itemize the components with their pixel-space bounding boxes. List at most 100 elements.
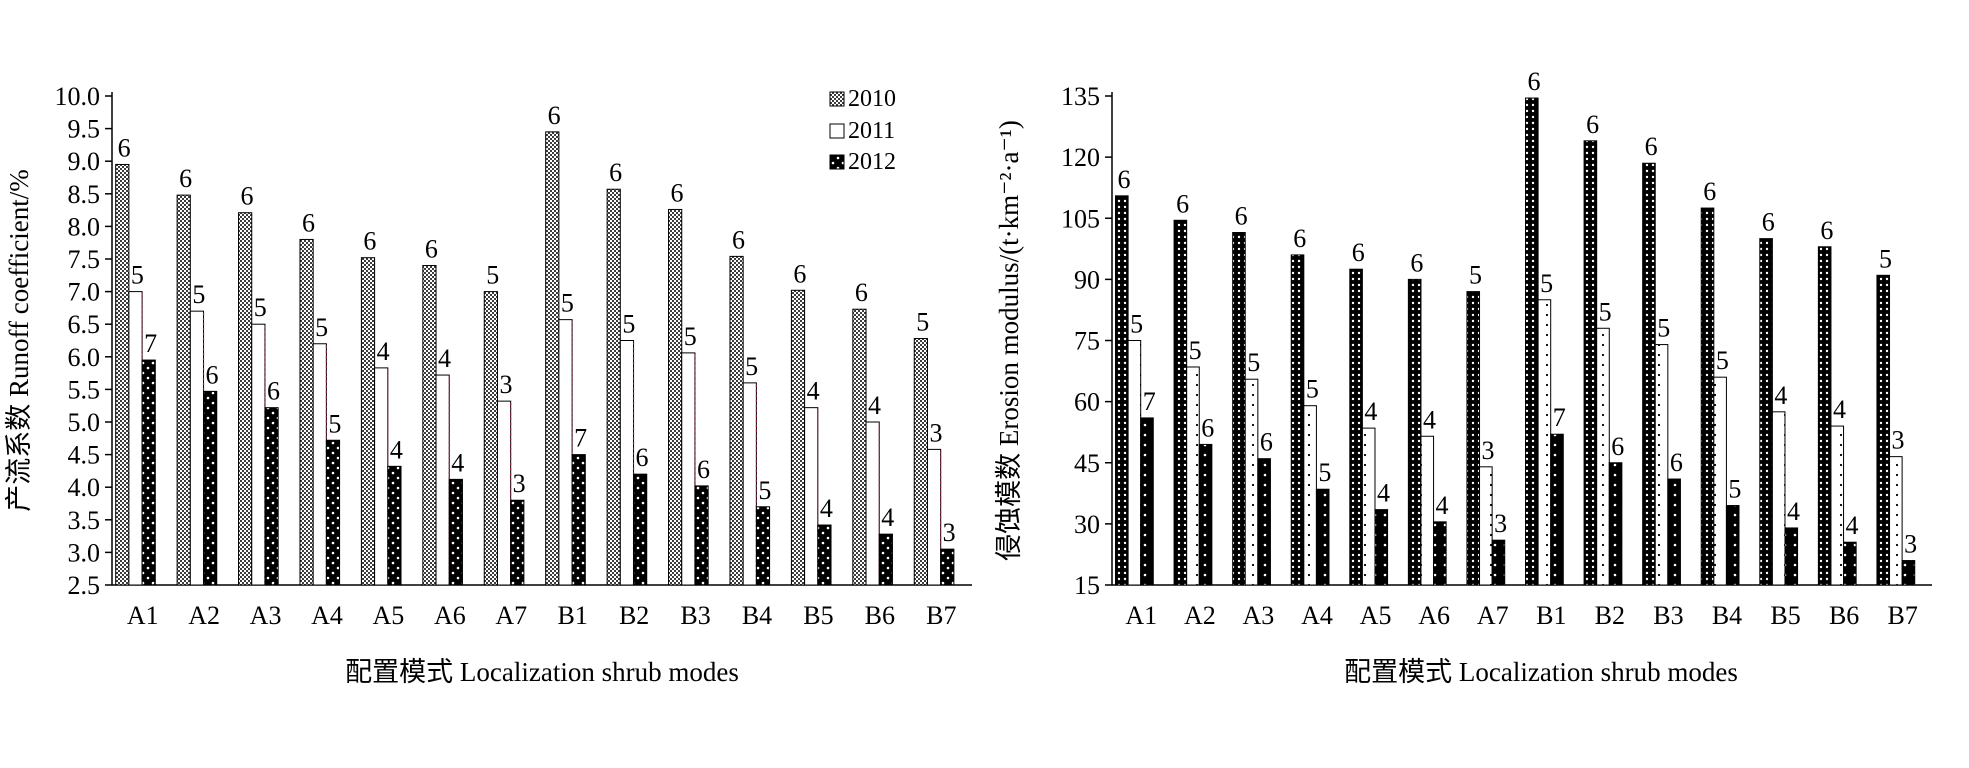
runoff-bar-2010-A3 xyxy=(238,212,253,586)
erosion-data-label: 6 xyxy=(1586,110,1599,139)
runoff-bar-2011-A7 xyxy=(496,400,512,586)
runoff-y-tick-label: 4.5 xyxy=(68,441,101,470)
erosion-data-label: 4 xyxy=(1377,479,1390,508)
runoff-data-label: 6 xyxy=(855,278,868,307)
runoff-data-label: 4 xyxy=(868,391,881,420)
runoff-data-label: 5 xyxy=(622,310,635,339)
erosion-bar-2011-B1 xyxy=(1537,299,1552,586)
erosion-data-label: 6 xyxy=(1645,132,1658,161)
runoff-bar-2012-B2 xyxy=(633,473,648,586)
erosion-bar-2012-A3 xyxy=(1257,458,1271,586)
runoff-bar-2012-A4 xyxy=(325,439,341,586)
runoff-y-tick-label: 5.5 xyxy=(68,375,101,404)
legend-label-2012: 2012 xyxy=(848,149,896,175)
erosion-x-tick-label: A6 xyxy=(1418,601,1450,630)
erosion-bar-2012-A2 xyxy=(1198,443,1213,586)
erosion-data-label: 5 xyxy=(1318,458,1331,487)
runoff-y-tick-label: 5.0 xyxy=(68,408,101,437)
erosion-bar-2010-A1 xyxy=(1115,195,1129,586)
erosion-bar-2010-B3 xyxy=(1642,162,1656,586)
erosion-x-tick-label: B3 xyxy=(1653,601,1683,630)
runoff-bar-2010-B4 xyxy=(729,255,744,586)
erosion-y-tick-label: 15 xyxy=(1074,571,1100,600)
erosion-y-tick-label: 105 xyxy=(1061,204,1100,233)
erosion-y-tick-label: 120 xyxy=(1061,143,1100,172)
erosion-bar-2011-A7 xyxy=(1479,466,1493,586)
erosion-data-label: 5 xyxy=(1247,348,1260,377)
erosion-data-label: 4 xyxy=(1787,497,1800,526)
runoff-bar-2010-B7 xyxy=(913,338,928,586)
erosion-x-tick-label: B4 xyxy=(1712,601,1742,630)
runoff-x-tick-label: A1 xyxy=(127,601,159,630)
erosion-data-label: 3 xyxy=(1904,530,1917,559)
erosion-modulus-chart: 153045607590105120135A1657A2656A3656A465… xyxy=(994,67,1932,687)
runoff-data-label: 4 xyxy=(451,448,464,477)
runoff-data-label: 4 xyxy=(807,377,820,406)
erosion-bar-2012-A7 xyxy=(1491,539,1506,586)
erosion-x-tick-label: B7 xyxy=(1888,601,1918,630)
runoff-y-tick-label: 6.0 xyxy=(68,343,101,372)
runoff-bar-2011-B1 xyxy=(558,319,573,586)
runoff-data-label: 5 xyxy=(192,280,205,309)
runoff-data-label: 5 xyxy=(254,293,267,322)
runoff-bar-2010-A4 xyxy=(299,238,314,586)
erosion-bar-2012-B6 xyxy=(1843,541,1857,586)
runoff-data-label: 7 xyxy=(574,424,587,453)
runoff-x-tick-label: A3 xyxy=(250,601,282,630)
runoff-y-tick-label: 3.0 xyxy=(68,538,101,567)
erosion-y-axis-title: 侵蚀模数 Erosion modulus/(t·km⁻²·a⁻¹) xyxy=(994,120,1024,561)
runoff-bar-2012-B1 xyxy=(571,454,586,586)
runoff-data-label: 5 xyxy=(131,261,144,290)
runoff-bar-2011-B3 xyxy=(681,352,696,586)
runoff-data-label: 6 xyxy=(793,259,806,288)
erosion-bar-2010-B1 xyxy=(1525,97,1539,586)
erosion-x-tick-label: B1 xyxy=(1536,601,1566,630)
runoff-bar-2012-B5 xyxy=(817,524,832,586)
erosion-bar-2011-B5 xyxy=(1771,411,1786,586)
runoff-y-tick-label: 9.0 xyxy=(68,147,101,176)
runoff-bar-2011-A5 xyxy=(374,367,389,586)
erosion-bar-2010-B2 xyxy=(1583,140,1598,586)
legend-label-2010: 2010 xyxy=(848,86,896,112)
erosion-x-tick-label: A2 xyxy=(1184,601,1216,630)
erosion-bar-2012-B2 xyxy=(1608,462,1623,586)
runoff-data-label: 6 xyxy=(241,182,254,211)
runoff-bar-2010-B5 xyxy=(790,289,806,586)
erosion-data-label: 6 xyxy=(1528,67,1541,96)
erosion-data-label: 5 xyxy=(1469,261,1482,290)
erosion-y-tick-label: 45 xyxy=(1074,449,1100,478)
erosion-bar-2012-B1 xyxy=(1550,433,1564,586)
runoff-bar-2010-A6 xyxy=(422,265,437,586)
runoff-bar-2011-A6 xyxy=(435,374,450,586)
runoff-x-tick-label: A5 xyxy=(373,601,405,630)
runoff-x-tick-label: A2 xyxy=(188,601,220,630)
runoff-data-label: 3 xyxy=(499,370,512,399)
erosion-data-label: 4 xyxy=(1833,395,1846,424)
erosion-bar-2011-B3 xyxy=(1654,344,1669,586)
erosion-data-label: 6 xyxy=(1293,224,1306,253)
runoff-x-tick-label: B4 xyxy=(742,601,772,630)
erosion-data-label: 6 xyxy=(1352,238,1365,267)
runoff-x-tick-label: A4 xyxy=(311,601,343,630)
erosion-data-label: 4 xyxy=(1364,397,1377,426)
runoff-bar-2010-A5 xyxy=(360,257,376,586)
runoff-data-label: 3 xyxy=(929,418,942,447)
erosion-data-label: 4 xyxy=(1774,381,1787,410)
erosion-bar-2012-B4 xyxy=(1725,505,1740,586)
runoff-bar-2011-A2 xyxy=(189,310,205,586)
runoff-y-tick-label: 2.5 xyxy=(68,571,101,600)
runoff-bar-2011-B2 xyxy=(619,340,635,586)
erosion-data-label: 6 xyxy=(1176,189,1189,218)
erosion-data-label: 5 xyxy=(1728,475,1741,504)
runoff-y-tick-label: 4.0 xyxy=(68,473,101,502)
erosion-data-label: 4 xyxy=(1423,405,1436,434)
erosion-data-label: 5 xyxy=(1130,310,1143,339)
runoff-bar-2011-B4 xyxy=(742,382,757,586)
runoff-bar-2010-B6 xyxy=(852,308,867,586)
erosion-y-tick-label: 30 xyxy=(1074,510,1100,539)
runoff-data-label: 5 xyxy=(758,476,771,505)
erosion-bar-2012-B3 xyxy=(1667,478,1681,586)
erosion-data-label: 6 xyxy=(1762,208,1775,237)
erosion-data-label: 6 xyxy=(1410,248,1423,277)
